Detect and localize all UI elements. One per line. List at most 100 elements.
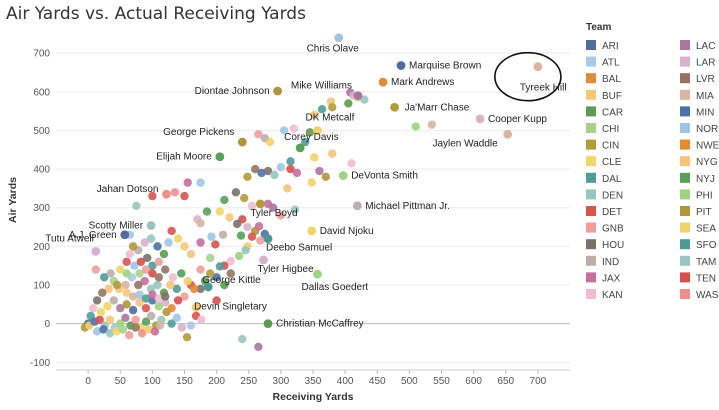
data-point xyxy=(232,219,242,229)
data-label: Jahan Dotson xyxy=(97,184,159,195)
y-tick-label: 400 xyxy=(33,165,50,176)
data-point xyxy=(141,317,151,326)
data-point xyxy=(167,303,176,313)
data-point xyxy=(226,256,235,266)
data-label: Diontae Johnson xyxy=(195,86,270,97)
data-point xyxy=(159,249,169,259)
data-point xyxy=(99,273,109,282)
data-point-labeled xyxy=(313,126,322,135)
data-point xyxy=(305,128,314,137)
data-point xyxy=(173,296,183,305)
y-tick-label: 700 xyxy=(33,49,50,60)
legend-swatch xyxy=(586,272,596,283)
legend-label: LAR xyxy=(696,58,715,69)
data-point xyxy=(99,325,108,334)
data-point xyxy=(196,284,205,294)
data-point xyxy=(112,280,122,290)
legend-label: ARI xyxy=(602,41,619,52)
legend-swatch xyxy=(586,189,596,200)
data-point xyxy=(122,288,131,297)
data-point xyxy=(254,222,264,231)
x-tick-label: 500 xyxy=(401,376,418,387)
data-point-labeled xyxy=(255,199,265,209)
data-point xyxy=(146,234,156,243)
x-tick-label: 200 xyxy=(208,376,225,387)
data-point-labeled xyxy=(338,171,348,181)
data-point xyxy=(141,294,151,303)
legend-label: NWE xyxy=(696,141,719,152)
data-label: Scotty Miller xyxy=(89,221,144,232)
data-point-labeled xyxy=(259,255,268,265)
data-point xyxy=(109,296,119,305)
x-tick-label: 450 xyxy=(369,376,386,387)
data-point xyxy=(202,207,212,216)
data-point xyxy=(122,269,131,278)
data-point xyxy=(155,321,165,330)
legend-swatch xyxy=(586,106,596,117)
data-point xyxy=(122,300,131,309)
data-point-labeled xyxy=(313,269,322,279)
data-point xyxy=(125,249,135,259)
y-tick-label: 100 xyxy=(33,281,50,292)
data-point xyxy=(135,290,144,299)
legend-swatch xyxy=(586,123,596,133)
y-tick-label: 600 xyxy=(33,87,50,98)
data-label: David Njoku xyxy=(320,226,374,237)
data-point xyxy=(105,315,115,324)
data-point xyxy=(154,257,163,267)
data-point-labeled xyxy=(203,282,213,292)
legend-label: SEA xyxy=(696,224,716,235)
data-point xyxy=(131,323,140,332)
data-point-labeled xyxy=(91,246,101,256)
legend-swatch xyxy=(680,73,690,84)
y-tick-label: -100 xyxy=(30,358,50,369)
data-point xyxy=(307,178,316,187)
legend-swatch xyxy=(680,40,690,50)
data-point-labeled xyxy=(503,129,513,139)
data-point xyxy=(211,240,220,249)
x-tick-label: 350 xyxy=(305,376,322,387)
x-tick-label: 650 xyxy=(497,376,514,387)
legend-label: DEN xyxy=(602,190,623,201)
data-point xyxy=(166,280,175,290)
data-point xyxy=(161,265,170,274)
data-point-labeled xyxy=(120,230,130,240)
data-point xyxy=(105,329,115,338)
legend-label: LVR xyxy=(696,74,715,85)
legend-swatch xyxy=(586,56,596,67)
legend-swatch xyxy=(680,289,690,299)
legend-label: CIN xyxy=(602,141,619,152)
data-point xyxy=(207,232,216,241)
legend-swatch xyxy=(680,156,690,167)
data-point xyxy=(427,120,437,129)
legend-swatch xyxy=(680,206,690,216)
data-point xyxy=(240,193,249,203)
data-point-labeled xyxy=(162,189,171,199)
data-point xyxy=(276,211,286,220)
legend-label: BUF xyxy=(602,91,622,102)
legend-swatch xyxy=(680,239,690,250)
y-tick-label: 300 xyxy=(33,203,50,214)
data-point-labeled xyxy=(263,319,273,329)
data-point xyxy=(328,103,337,112)
legend-label: JAX xyxy=(602,273,621,284)
data-point xyxy=(220,280,229,290)
data-point-labeled xyxy=(352,201,362,211)
data-point xyxy=(196,218,205,228)
legend-label: MIA xyxy=(696,91,714,102)
data-point xyxy=(183,276,192,286)
data-point xyxy=(161,292,170,301)
data-point xyxy=(121,313,130,323)
data-point-labeled xyxy=(146,221,156,230)
data-point xyxy=(172,284,181,294)
data-point xyxy=(154,273,163,282)
legend-swatch xyxy=(680,255,690,266)
data-point-labeled xyxy=(475,114,485,124)
legend-swatch xyxy=(586,156,596,167)
highlight-ellipse xyxy=(494,51,562,102)
data-point xyxy=(141,265,151,274)
data-point-labeled xyxy=(307,226,317,236)
legend-label: LAC xyxy=(696,41,715,52)
legend-swatch xyxy=(680,106,690,117)
